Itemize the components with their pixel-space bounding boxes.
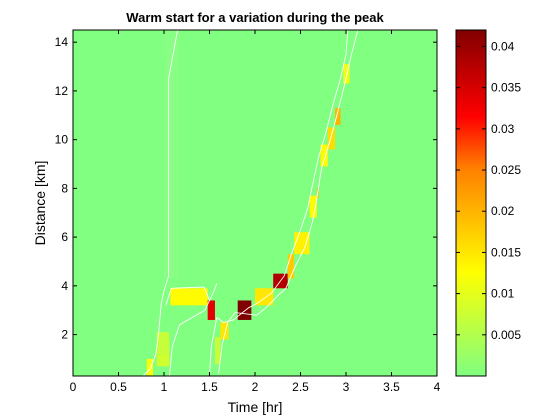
y-tick-label: 12	[55, 84, 69, 98]
contour-line	[209, 30, 349, 376]
heatmap-cell	[335, 107, 341, 126]
heatmap-cell	[156, 354, 170, 367]
y-tick-label: 10	[55, 133, 69, 147]
x-tick-label: 0	[70, 380, 77, 394]
low-value-band	[164, 30, 179, 279]
plot-layer	[142, 30, 359, 376]
heatmap-cell	[214, 337, 221, 364]
x-axis: 0 0.5 1 1.5 2 2.5 3 3.5 4	[70, 30, 441, 394]
heatmap-cell	[327, 127, 336, 150]
y-tick-label: 4	[61, 279, 68, 293]
x-tick-label: 3	[343, 380, 350, 394]
colorbar-tick-label: 0.02	[491, 204, 515, 218]
heatmap-cell	[146, 358, 154, 376]
x-tick-label: 1.5	[201, 380, 218, 394]
colorbar-tick-label: 0.04	[491, 39, 515, 53]
colorbar-tick-label: 0.025	[491, 163, 521, 177]
x-tick-label: 2.5	[292, 380, 309, 394]
x-tick-label: 0.5	[110, 380, 127, 394]
x-axis-label: Time [hr]	[228, 399, 283, 415]
contour-line	[142, 30, 179, 376]
heatmap-cell	[287, 254, 295, 279]
contour-line	[218, 30, 359, 374]
heatmap-cell	[237, 300, 252, 320]
colorbar-tick-label: 0.01	[491, 287, 515, 301]
colorbar	[455, 29, 487, 377]
x-tick-label: 3.5	[383, 380, 400, 394]
colorbar-ticks: 0.005 0.01 0.015 0.02 0.025 0.03 0.035 0.04	[456, 39, 521, 342]
heatmap-cell	[220, 322, 229, 340]
colorbar-tick-label: 0.03	[491, 122, 515, 136]
plot-background	[73, 30, 437, 376]
heatmap-cell	[343, 64, 350, 84]
contour-line	[169, 283, 218, 376]
colorbar-tick-label: 0.005	[491, 328, 521, 342]
y-tick-label: 6	[61, 230, 68, 244]
x-tick-label: 2	[252, 380, 259, 394]
contour-line	[165, 286, 210, 306]
y-axis: 2 4 6 8 10 12 14	[55, 35, 437, 342]
x-tick-label: 1	[161, 380, 168, 394]
heatmap-cell	[309, 195, 317, 218]
y-tick-label: 8	[61, 181, 68, 195]
y-tick-label: 2	[61, 328, 68, 342]
x-tick-label: 4	[434, 380, 441, 394]
heatmap-cell	[207, 300, 215, 320]
colorbar-tick-label: 0.015	[491, 245, 521, 259]
y-axis-label: Distance [km]	[32, 161, 48, 246]
chart-title: Warm start for a variation during the pe…	[126, 10, 384, 25]
heatmap-cell	[320, 144, 328, 167]
colorbar-tick-label: 0.035	[491, 81, 521, 95]
heatmap-cell	[156, 332, 170, 355]
y-tick-label: 14	[55, 35, 69, 49]
heatmap-cell	[170, 288, 208, 306]
heatmap-cell	[294, 232, 310, 255]
